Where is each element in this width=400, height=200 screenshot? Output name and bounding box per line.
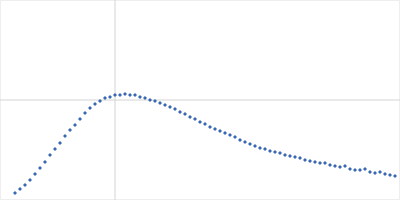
point: [253, 144, 257, 148]
point: [363, 167, 367, 171]
point: [178, 110, 182, 114]
point: [248, 142, 252, 146]
point: [378, 170, 382, 174]
point: [298, 156, 302, 160]
point: [168, 105, 172, 109]
point: [98, 99, 102, 103]
point: [148, 98, 152, 102]
point: [158, 101, 162, 105]
chart: [0, 0, 400, 200]
point: [63, 134, 67, 138]
point: [258, 146, 262, 150]
point: [113, 93, 117, 97]
point: [313, 160, 317, 164]
point: [118, 93, 122, 97]
point: [348, 167, 352, 171]
point: [198, 120, 202, 124]
point: [373, 171, 377, 175]
point: [288, 154, 292, 158]
point: [103, 96, 107, 100]
point: [308, 159, 312, 163]
grid-line: [0, 100, 400, 101]
point: [13, 191, 17, 195]
point: [128, 93, 132, 97]
point: [343, 164, 347, 168]
point: [393, 174, 397, 178]
point: [358, 168, 362, 172]
point: [303, 158, 307, 162]
point: [23, 183, 27, 187]
point: [323, 161, 327, 165]
point: [353, 168, 357, 172]
point: [138, 95, 142, 99]
point: [328, 163, 332, 167]
point: [163, 103, 167, 107]
point: [263, 147, 267, 151]
point: [58, 141, 62, 145]
point: [123, 92, 127, 96]
point: [73, 123, 77, 127]
point: [318, 161, 322, 165]
point: [223, 131, 227, 135]
point: [228, 133, 232, 137]
point: [68, 128, 72, 132]
point: [18, 187, 22, 191]
point: [203, 122, 207, 126]
point: [143, 96, 147, 100]
point: [233, 135, 237, 139]
point: [33, 172, 37, 176]
point: [193, 117, 197, 121]
point: [38, 166, 42, 170]
point: [183, 112, 187, 116]
point: [43, 160, 47, 164]
plot-frame: [1, 1, 400, 200]
point: [383, 172, 387, 176]
point: [213, 127, 217, 131]
point: [283, 153, 287, 157]
point: [88, 106, 92, 110]
point: [28, 178, 32, 182]
point: [153, 99, 157, 103]
point: [173, 107, 177, 111]
point: [78, 117, 82, 121]
point: [188, 115, 192, 119]
point: [293, 155, 297, 159]
point: [133, 93, 137, 97]
point: [273, 150, 277, 154]
point: [93, 102, 97, 106]
point: [208, 125, 212, 129]
point: [388, 173, 392, 177]
point: [338, 165, 342, 169]
point: [368, 170, 372, 174]
marks: [13, 92, 397, 195]
point: [53, 147, 57, 151]
point: [48, 153, 52, 157]
point: [83, 111, 87, 115]
point: [243, 140, 247, 144]
point: [333, 164, 337, 168]
point: [218, 129, 222, 133]
point: [238, 138, 242, 142]
point: [278, 151, 282, 155]
point: [108, 95, 112, 99]
point: [268, 149, 272, 153]
